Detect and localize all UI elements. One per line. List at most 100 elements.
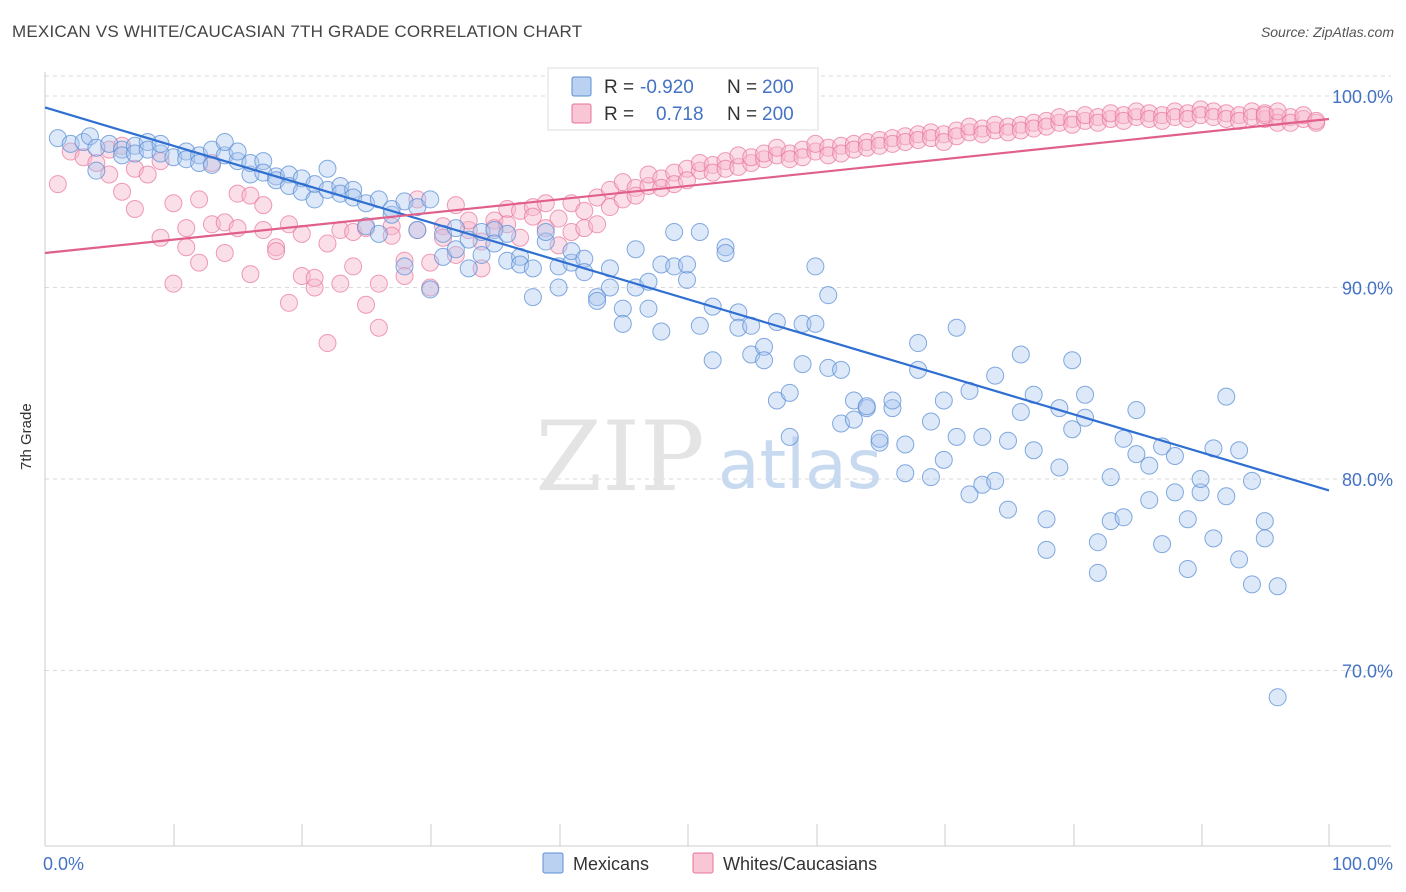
data-point-mexicans: [909, 334, 928, 353]
data-point-whites: [305, 278, 324, 297]
data-point-mexicans: [1114, 508, 1133, 527]
data-point-whites: [1268, 102, 1287, 121]
legend-n-value-mexicans: 200: [762, 77, 794, 98]
legend-top: R = -0.920 N = 200 R = 0.718 N = 200: [547, 67, 819, 131]
legend-top-box: [547, 67, 819, 131]
data-point-mexicans: [1050, 458, 1069, 477]
watermark-zip: ZIP: [535, 401, 704, 513]
data-point-mexicans: [755, 351, 774, 370]
data-point-mexicans: [613, 299, 632, 318]
data-point-mexicans: [819, 286, 838, 305]
data-point-mexicans: [318, 159, 337, 178]
data-point-whites: [305, 268, 324, 287]
chart-source: Source: ZipAtlas.com: [1260, 24, 1394, 40]
series-mexicans: [48, 127, 1287, 707]
data-point-mexicans: [1153, 535, 1172, 554]
legend-n-value-whites: 200: [762, 104, 794, 125]
data-point-mexicans: [690, 222, 709, 241]
data-point-mexicans: [1037, 540, 1056, 559]
data-point-mexicans: [780, 383, 799, 402]
data-point-mexicans: [934, 450, 953, 469]
legend-n-label-whites: N =: [727, 104, 757, 125]
data-point-mexicans: [1127, 401, 1146, 420]
data-point-whites: [575, 201, 594, 220]
data-point-mexicans: [1088, 533, 1107, 552]
data-point-whites: [536, 219, 555, 238]
legend-bottom: Mexicans Whites/Caucasians: [542, 852, 877, 874]
data-point-mexicans: [755, 337, 774, 356]
data-point-whites: [254, 196, 273, 215]
data-point-whites: [177, 219, 196, 238]
y-tick-label: 70.0%: [1342, 662, 1393, 682]
data-point-mexicans: [1088, 563, 1107, 582]
data-point-mexicans: [1165, 483, 1184, 502]
data-point-mexicans: [716, 238, 735, 257]
data-point-mexicans: [883, 399, 902, 418]
data-point-mexicans: [408, 221, 427, 240]
data-point-whites: [125, 199, 144, 218]
legend-r-label-whites: R =: [604, 104, 634, 125]
data-point-mexicans: [678, 255, 696, 274]
data-point-mexicans: [1204, 529, 1223, 548]
data-point-mexicans: [896, 435, 915, 454]
data-point-whites: [138, 165, 157, 184]
y-tick-label: 80.0%: [1342, 470, 1393, 490]
data-point-mexicans: [523, 259, 542, 278]
data-point-mexicans: [1178, 560, 1197, 579]
data-point-mexicans: [1217, 487, 1236, 506]
data-point-whites: [588, 215, 607, 234]
axes: [44, 72, 1391, 847]
legend-bottom-swatch-whites: [692, 852, 714, 874]
data-point-mexicans: [793, 355, 812, 374]
data-point-mexicans: [883, 391, 902, 410]
data-point-mexicans: [1268, 577, 1287, 596]
data-point-whites: [344, 257, 363, 276]
data-point-mexicans: [832, 360, 851, 379]
data-point-mexicans: [1024, 441, 1043, 460]
data-point-mexicans: [588, 288, 607, 307]
data-point-mexicans: [1076, 385, 1095, 404]
data-point-whites: [357, 295, 375, 314]
data-point-mexicans: [999, 500, 1017, 519]
data-point-whites: [395, 267, 414, 286]
data-point-mexicans: [921, 468, 940, 487]
data-point-whites: [369, 274, 388, 293]
data-point-mexicans: [1165, 447, 1184, 466]
data-point-mexicans: [498, 224, 517, 243]
data-point-whites: [190, 253, 209, 272]
data-point-whites: [549, 209, 568, 228]
data-point-whites: [241, 186, 260, 205]
data-point-mexicans: [395, 257, 414, 276]
data-point-mexicans: [678, 270, 696, 289]
data-point-mexicans: [1191, 483, 1210, 502]
data-point-whites: [318, 334, 337, 353]
data-point-mexicans: [652, 322, 671, 341]
watermark: ZIP atlas: [535, 401, 882, 513]
data-point-mexicans: [369, 224, 388, 243]
data-point-mexicans: [1127, 445, 1146, 464]
data-point-mexicans: [921, 412, 940, 431]
data-point-mexicans: [806, 257, 825, 276]
data-point-mexicans: [536, 232, 555, 251]
data-point-mexicans: [806, 314, 825, 333]
data-point-mexicans: [1011, 345, 1030, 364]
data-point-whites: [151, 228, 170, 247]
legend-r-label-mexicans: R =: [604, 77, 634, 98]
data-point-mexicans: [844, 410, 863, 429]
legend-swatch-mexicans: [571, 76, 592, 97]
data-point-mexicans: [1217, 387, 1236, 406]
data-point-mexicans: [960, 485, 979, 504]
data-point-whites: [177, 238, 196, 257]
data-point-whites: [369, 318, 388, 337]
legend-bottom-label-mexicans: Mexicans: [573, 854, 649, 874]
legend-r-value-mexicans: -0.920: [640, 77, 694, 98]
trendlines: [44, 106, 1330, 492]
data-point-mexicans: [665, 222, 684, 241]
data-point-mexicans: [716, 244, 735, 263]
data-point-whites: [87, 154, 106, 173]
data-point-mexicans: [1140, 456, 1159, 475]
legend-n-label-mexicans: N =: [727, 77, 757, 98]
data-point-whites: [536, 194, 555, 213]
data-point-mexicans: [459, 259, 478, 278]
data-point-whites: [318, 234, 337, 253]
